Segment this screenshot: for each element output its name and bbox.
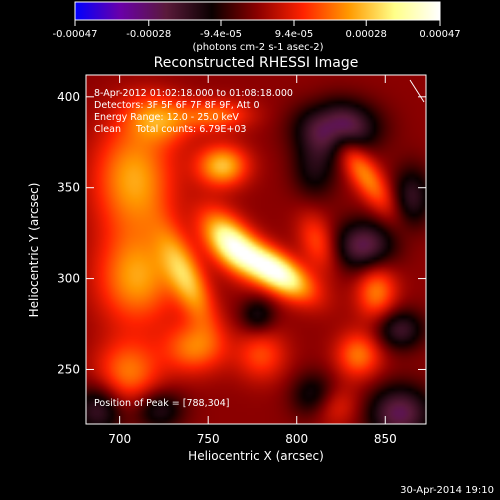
annotation-time-range: 8-Apr-2012 01:02:18.000 to 01:08:18.000 — [94, 88, 293, 99]
annotations: 8-Apr-2012 01:02:18.000 to 01:08:18.000 … — [94, 88, 293, 409]
annotation-peak-position: Position of Peak = [788,304] — [94, 398, 229, 409]
y-tick-label: 250 — [57, 362, 80, 376]
y-axis-label: Heliocentric Y (arcsec) — [27, 183, 41, 318]
corner-mark — [409, 79, 425, 103]
colorbar-unit-label: (photons cm-2 s-1 asec-2) — [192, 42, 323, 53]
y-axis: 250 300 350 400 — [57, 90, 426, 376]
x-tick-label: 750 — [197, 432, 220, 446]
x-axis: 700 750 800 850 — [108, 75, 397, 446]
colorbar-ticks: -0.00047 -0.00028 -9.4e-05 9.4e-05 0.00028 0.… — [53, 20, 461, 40]
annotation-energy-range: Energy Range: 12.0 - 25.0 keV — [94, 112, 239, 123]
chart-title: Reconstructed RHESSI Image — [154, 55, 359, 71]
annotation-detectors: Detectors: 3F 5F 6F 7F 8F 9F, Att 0 — [94, 100, 260, 111]
colorbar-tick-label: 0.00028 — [346, 29, 387, 40]
x-tick-label: 850 — [374, 432, 397, 446]
plot-frame — [85, 74, 427, 425]
colorbar: -0.00047 -0.00028 -9.4e-05 9.4e-05 0.00028 0.… — [53, 1, 461, 53]
x-axis-label: Heliocentric X (arcsec) — [188, 449, 324, 463]
x-tick-label: 700 — [108, 432, 131, 446]
y-tick-label: 400 — [57, 90, 80, 104]
heatmap — [86, 75, 426, 424]
footer-timestamp: 30-Apr-2014 19:10 — [400, 485, 494, 496]
y-tick-label: 350 — [57, 181, 80, 195]
annotation-clean-counts: Clean Total counts: 6.79E+03 — [94, 124, 246, 135]
colorbar-tick-label: 9.4e-05 — [275, 29, 313, 40]
colorbar-strip — [74, 1, 441, 21]
colorbar-tick-label: -0.00028 — [126, 29, 171, 40]
colorbar-tick-label: -0.00047 — [53, 29, 98, 40]
y-tick-label: 300 — [57, 272, 80, 286]
x-tick-label: 800 — [285, 432, 308, 446]
heatmap-image — [86, 75, 426, 424]
colorbar-tick-label: 0.00047 — [419, 29, 460, 40]
colorbar-tick-label: -9.4e-05 — [200, 29, 242, 40]
